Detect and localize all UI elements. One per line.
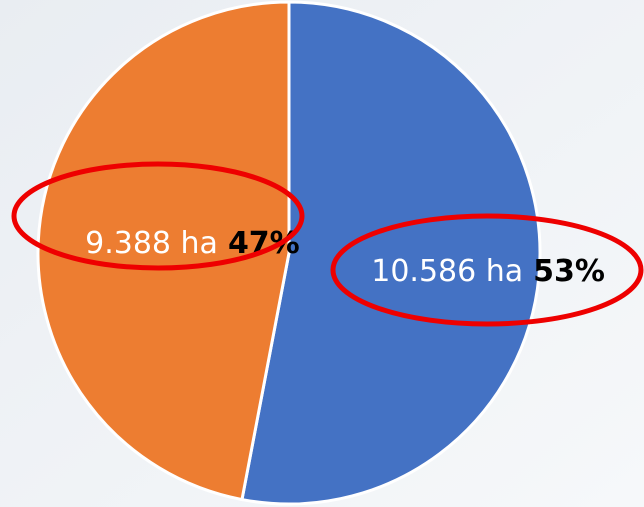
percent-label: 53% xyxy=(533,253,605,288)
labels: 10.586 ha 53% 9.388 ha 47% xyxy=(85,225,605,288)
slice-label: 9.388 ha 47% xyxy=(85,225,300,260)
pie-slice xyxy=(36,0,291,502)
slice-label: 10.586 ha 53% xyxy=(371,253,605,288)
pie-slice xyxy=(240,0,542,506)
area-label: 10.586 ha xyxy=(371,253,523,288)
highlight-ellipse xyxy=(330,213,644,327)
highlight-ellipse xyxy=(11,161,305,271)
area-label: 9.388 ha xyxy=(85,225,218,260)
percent-label: 47% xyxy=(228,225,300,260)
pie xyxy=(36,0,542,506)
